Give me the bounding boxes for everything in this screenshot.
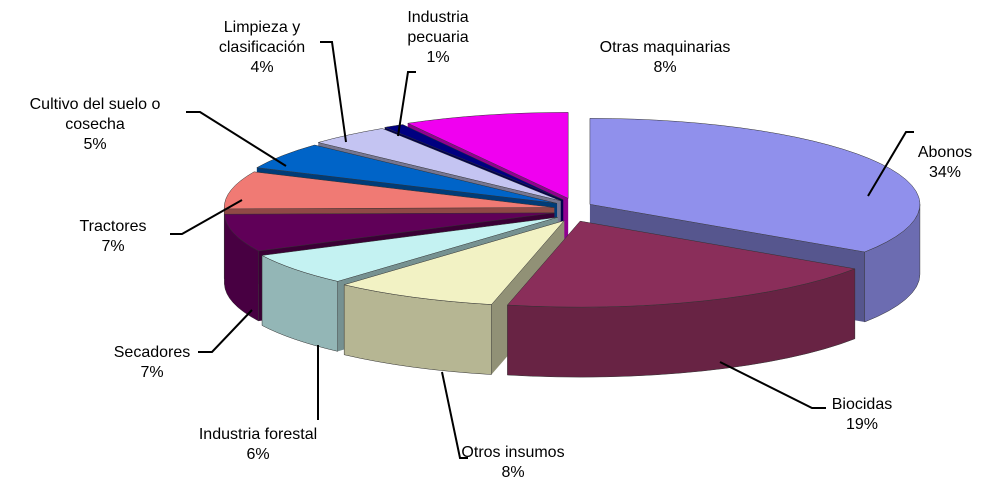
value-label: 34% — [928, 164, 962, 181]
data-label: Limpieza y clasificación 4% — [200, 18, 325, 78]
value-label: 7% — [101, 238, 125, 255]
leader-line — [441, 371, 468, 459]
leader-line — [397, 71, 416, 137]
slice-top — [343, 220, 565, 305]
leader-line — [867, 131, 914, 197]
data-label: Otros insumos 8% — [443, 443, 583, 483]
data-label: Cultivo del suelo o cosecha 5% — [6, 95, 184, 155]
category-label: Abonos — [917, 144, 973, 161]
value-label: 4% — [250, 59, 274, 76]
value-label: 8% — [501, 464, 525, 481]
leader-line — [186, 111, 287, 167]
slices — [223, 112, 921, 378]
value-label: 1% — [426, 49, 450, 66]
data-label: Biocidas 19% — [802, 395, 922, 435]
data-label: Industria pecuaria 1% — [391, 8, 486, 68]
category-label: Secadores — [113, 344, 191, 361]
data-label: Secadores 7% — [92, 343, 212, 383]
slice-top — [406, 112, 569, 199]
slice-top — [506, 220, 856, 308]
category-label: Limpieza y clasificación — [218, 19, 306, 56]
category-label: Tractores — [79, 218, 147, 235]
value-label: 19% — [845, 416, 879, 433]
category-label: Industria pecuaria — [407, 9, 469, 46]
data-label: Otras maquinarias 8% — [575, 38, 755, 78]
leader-lines — [170, 41, 914, 459]
value-label: 6% — [246, 446, 270, 463]
value-label: 8% — [653, 59, 677, 76]
leader-line — [170, 199, 243, 235]
leader-line — [320, 41, 347, 143]
data-label: Industria forestal 6% — [168, 425, 348, 465]
category-label: Otros insumos — [461, 444, 565, 461]
category-label: Otras maquinarias — [599, 39, 731, 56]
slice-top — [223, 171, 555, 210]
data-label: Tractores 7% — [53, 217, 173, 257]
slice-top — [256, 144, 558, 204]
category-label: Cultivo del suelo o cosecha — [29, 96, 161, 133]
value-label: 5% — [83, 136, 107, 153]
slice-top — [589, 118, 921, 253]
leader-line — [719, 361, 826, 409]
category-label: Biocidas — [831, 396, 893, 413]
value-label: 7% — [140, 364, 164, 381]
data-label: Abonos 34% — [885, 143, 998, 183]
slice-top — [261, 217, 558, 282]
slice-top — [383, 124, 564, 200]
category-label: Industria forestal — [198, 426, 318, 443]
slice-top — [317, 128, 561, 202]
leader-line — [198, 309, 253, 353]
pie-slice — [506, 220, 856, 378]
slice-top — [224, 212, 555, 252]
